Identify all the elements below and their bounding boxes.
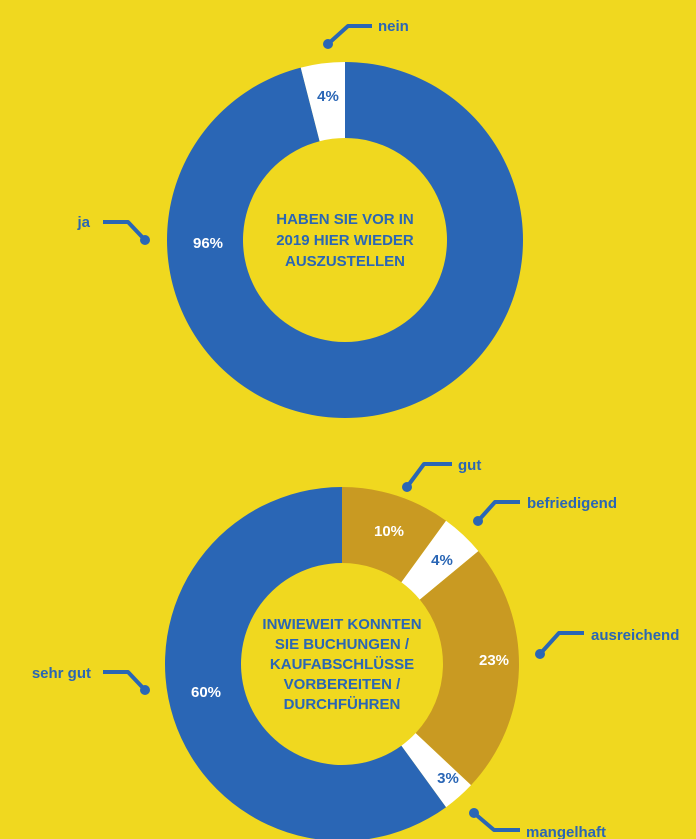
legend-label-nein: nein bbox=[378, 18, 409, 35]
callout-line-ausreichend bbox=[538, 631, 584, 656]
callout-line-nein bbox=[326, 24, 372, 46]
slice-value-label-mangelhaft: 3% bbox=[437, 770, 459, 787]
slice-ausreichend bbox=[415, 551, 519, 786]
callout-dot-mangelhaft bbox=[469, 808, 479, 818]
donut-chart-2: 10% gut 4% befriedigend 23% ausreichend 3% mang… bbox=[32, 457, 679, 839]
slice-ja bbox=[166, 62, 523, 418]
callout-dot-nein bbox=[323, 39, 333, 49]
legend-label-gut: gut bbox=[458, 457, 481, 474]
slice-gut bbox=[342, 487, 447, 583]
chart-2-title-line: VORBEREITEN / bbox=[284, 676, 402, 693]
slice-value-label-ausreichend: 23% bbox=[479, 652, 509, 669]
callout-dot-sehr-gut bbox=[140, 685, 150, 695]
legend-label-ja: ja bbox=[76, 214, 90, 231]
callout-dot-ausreichend bbox=[535, 649, 545, 659]
chart-2-title-line: KAUFABSCHLÜSSE bbox=[270, 656, 414, 673]
slice-value-label-sehr-gut: 60% bbox=[191, 684, 221, 701]
callout-line-sehr-gut bbox=[103, 670, 147, 692]
chart-1-title-line: 2019 HIER WIEDER bbox=[276, 232, 414, 249]
legend-label-ausreichend: ausreichend bbox=[591, 627, 679, 644]
slice-value-label-befriedigend: 4% bbox=[431, 552, 453, 569]
slice-value-label-gut: 10% bbox=[374, 523, 404, 540]
legend-label-befriedigend: befriedigend bbox=[527, 495, 617, 512]
chart-1-title-line: HABEN SIE VOR IN bbox=[276, 211, 414, 228]
callout-line-gut bbox=[405, 462, 452, 489]
callout-dot-gut bbox=[402, 482, 412, 492]
callout-line-befriedigend bbox=[476, 500, 520, 523]
callout-line-ja bbox=[103, 220, 147, 242]
callout-line-mangelhaft bbox=[472, 811, 520, 832]
donut-hole bbox=[241, 563, 443, 765]
chart-2-title-line: SIE BUCHUNGEN / bbox=[275, 636, 410, 653]
slice-nein bbox=[300, 62, 345, 142]
callout-dot-befriedigend bbox=[473, 516, 483, 526]
slice-sehr-gut bbox=[165, 487, 447, 839]
legend-label-mangelhaft: mangelhaft bbox=[526, 824, 606, 839]
chart-2-title-line: INWIEWEIT KONNTEN bbox=[262, 616, 421, 633]
chart-1-title-line: AUSZUSTELLEN bbox=[285, 253, 405, 270]
callout-dot-ja bbox=[140, 235, 150, 245]
chart-2-title-line: DURCHFÜHREN bbox=[284, 696, 401, 713]
slice-value-label-nein: 4% bbox=[317, 88, 339, 105]
slice-befriedigend bbox=[401, 520, 479, 600]
slice-value-label-ja: 96% bbox=[193, 235, 223, 252]
legend-label-sehr-gut: sehr gut bbox=[32, 665, 91, 682]
donut-hole bbox=[243, 138, 447, 342]
donut-chart-1: 96% ja 4% nein HABEN SIE VOR IN 2019 HIER WIE… bbox=[76, 18, 523, 418]
slice-mangelhaft bbox=[401, 733, 472, 808]
